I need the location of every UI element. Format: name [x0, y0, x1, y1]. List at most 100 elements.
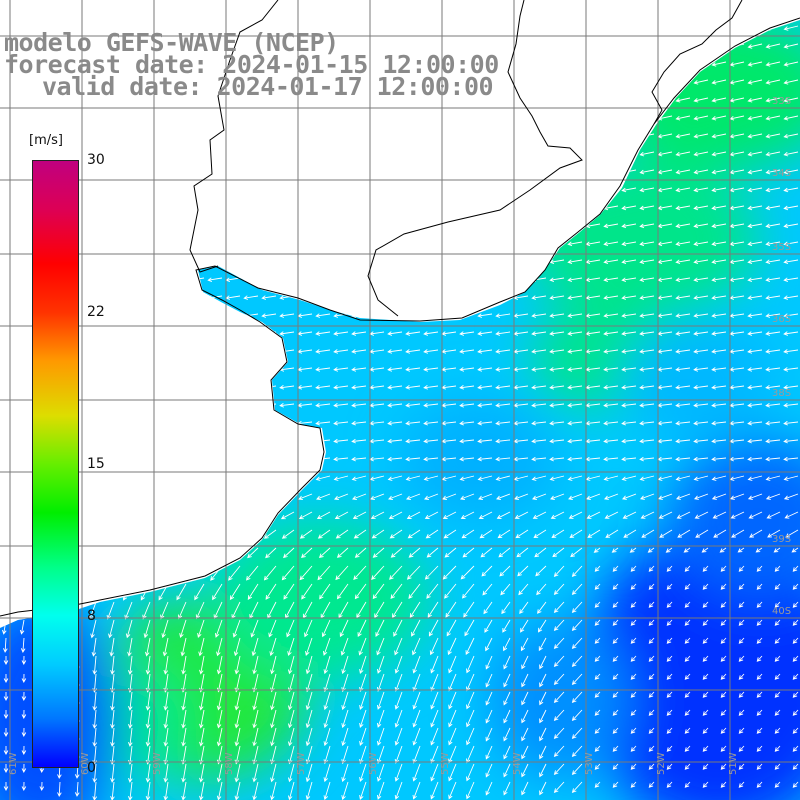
wind-arrow — [792, 709, 799, 716]
wind-arrow — [430, 691, 439, 710]
wind-arrow — [765, 97, 781, 103]
wind-arrow — [153, 241, 169, 247]
wind-arrow — [316, 493, 331, 501]
wind-arrow — [675, 349, 691, 354]
colorbar-tick-30: 30 — [87, 152, 105, 168]
wind-arrow — [189, 295, 205, 300]
wind-arrow — [117, 133, 133, 139]
wind-arrow — [567, 241, 583, 247]
wind-arrow — [376, 709, 385, 728]
wind-arrow — [261, 420, 277, 426]
wind-arrow — [99, 403, 115, 408]
wind-arrow — [369, 133, 385, 139]
wind-arrow — [693, 313, 709, 318]
wind-arrow — [153, 456, 169, 462]
wind-arrow — [567, 169, 583, 175]
wind-arrow — [720, 565, 727, 572]
wind-arrow — [351, 420, 367, 426]
wind-arrow — [297, 277, 313, 283]
wind-arrow — [305, 727, 313, 747]
wind-arrow — [535, 565, 547, 577]
wind-arrow — [387, 475, 403, 481]
wind-arrow — [387, 205, 403, 211]
wind-arrow — [351, 169, 367, 175]
wind-arrow — [765, 133, 781, 139]
wind-arrow — [387, 456, 403, 462]
wind-arrow — [495, 97, 511, 103]
wind-arrow — [45, 115, 61, 121]
wind-arrow — [441, 133, 457, 139]
wind-arrow — [234, 727, 241, 747]
wind-arrow — [0, 367, 7, 372]
wind-arrow — [477, 331, 493, 336]
wind-arrow — [225, 475, 241, 481]
wind-arrow — [189, 313, 205, 318]
wind-arrow — [110, 655, 115, 675]
wind-arrow — [99, 420, 115, 426]
wind-arrow — [387, 438, 403, 444]
wind-arrow — [319, 583, 331, 600]
wind-arrow — [747, 97, 763, 103]
wind-arrow — [243, 133, 259, 139]
wind-arrow — [268, 619, 277, 638]
wind-arrow — [315, 205, 331, 211]
wind-arrow — [283, 547, 295, 559]
wind-arrow — [376, 691, 385, 710]
wind-arrow — [444, 547, 457, 558]
wind-arrow — [394, 709, 403, 728]
wind-arrow — [738, 745, 745, 752]
wind-arrow — [279, 151, 295, 157]
wind-arrow — [630, 601, 637, 608]
wind-arrow — [333, 438, 349, 444]
wind-arrow — [406, 511, 421, 519]
wind-arrow — [315, 349, 331, 354]
wind-arrow — [496, 493, 511, 500]
wind-arrow — [585, 115, 601, 121]
wind-arrow — [477, 277, 493, 283]
wind-arrow — [297, 456, 313, 462]
wind-arrow — [594, 727, 601, 734]
wind-arrow — [261, 133, 277, 139]
wind-arrow — [234, 691, 241, 711]
wind-arrow — [567, 420, 583, 426]
wind-arrow — [731, 529, 745, 538]
wind-arrow — [351, 385, 367, 390]
wind-arrow — [531, 385, 547, 390]
wind-arrow — [171, 403, 187, 408]
wind-arrow — [190, 8, 204, 12]
wind-arrow — [766, 511, 781, 519]
wind-arrow — [211, 547, 223, 559]
wind-arrow — [135, 456, 151, 462]
wind-arrow — [567, 205, 583, 211]
wind-arrow — [19, 619, 25, 635]
wind-arrow — [270, 727, 277, 747]
wind-arrow — [341, 745, 349, 765]
wind-arrow — [639, 223, 655, 229]
wind-arrow — [423, 223, 439, 229]
wind-arrow — [261, 295, 277, 300]
wind-arrow — [153, 223, 169, 229]
wind-arrow — [603, 367, 619, 372]
wind-arrow — [261, 367, 277, 372]
wind-arrow — [783, 133, 799, 139]
wind-arrow — [244, 511, 259, 520]
wind-arrow — [388, 511, 403, 520]
wind-arrow — [135, 115, 151, 121]
wind-arrow — [532, 8, 546, 12]
wind-arrow — [585, 205, 601, 211]
wind-arrow — [136, 493, 151, 501]
wind-arrow — [747, 438, 763, 444]
wind-arrow — [189, 331, 205, 336]
wind-arrow — [756, 781, 763, 788]
wind-arrow — [756, 673, 763, 680]
wind-arrow — [531, 313, 547, 318]
wind-arrow — [100, 8, 114, 12]
wind-arrow — [207, 367, 223, 372]
wind-arrow — [594, 655, 601, 662]
wind-arrow — [315, 115, 331, 121]
wind-arrow — [225, 403, 241, 408]
wind-arrow — [334, 511, 349, 520]
wind-arrow — [684, 709, 691, 716]
wind-arrow — [666, 727, 673, 734]
wind-arrow — [693, 25, 709, 31]
